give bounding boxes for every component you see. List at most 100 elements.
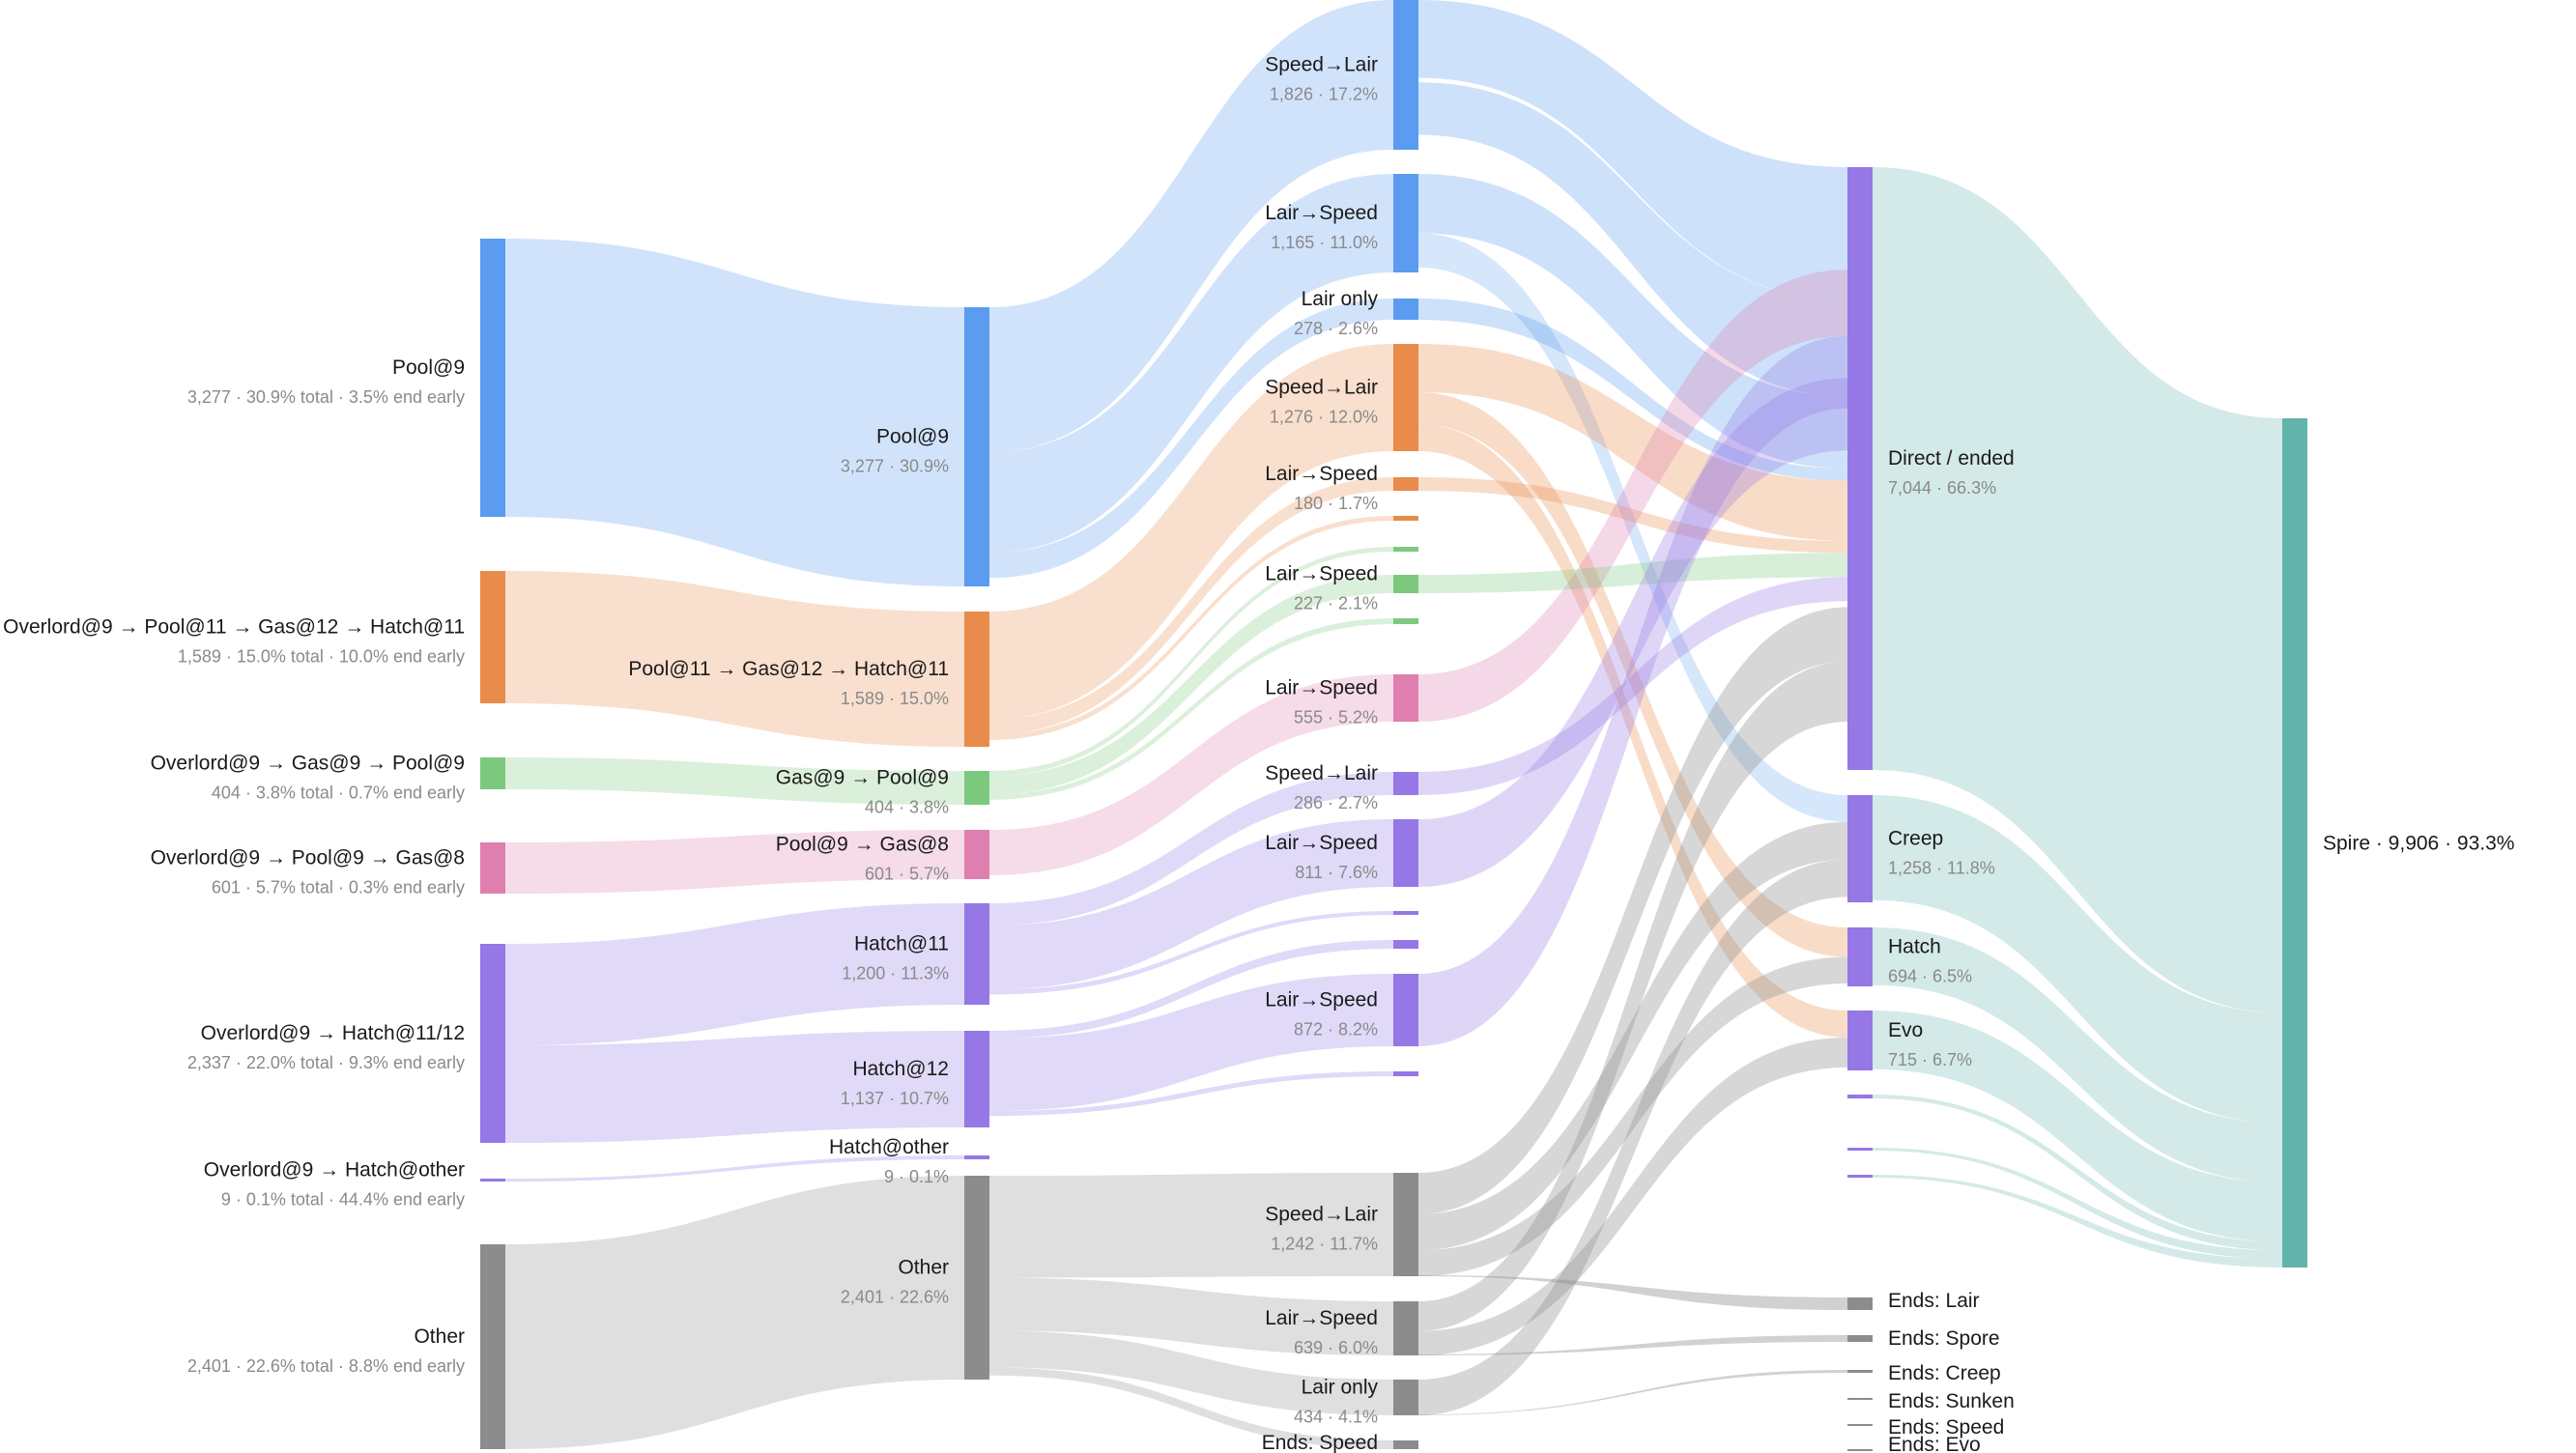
node-label: Ends: Spore [1888,1327,2000,1350]
sankey-link [1873,1148,2282,1260]
sankey-node [1393,477,1418,491]
node-label: Evo [1888,1019,1923,1041]
sankey-node [1393,1173,1418,1276]
sankey-link [989,299,1393,579]
node-label: Other [898,1257,949,1279]
sankey-link [989,618,1393,800]
sankey-link [1873,167,2282,1013]
sankey-node [1847,1175,1873,1178]
sankey-node [1393,1301,1418,1355]
sankey-node [1847,795,1873,902]
sankey-link [1873,1175,2282,1268]
node-label: Hatch@12 [852,1058,949,1080]
sankey-node [1393,299,1418,320]
sankey-labels: Pool@9 3,277 · 30.9% total · 3.5% end ear… [3,54,2514,1453]
sankey-node [1393,516,1418,521]
node-sublabel: 1,589 · 15.0% total · 10.0% end early [178,647,465,667]
node-label: Spire · 9,906 · 93.3% [2323,833,2514,855]
sankey-link [1418,1335,1847,1355]
node-sublabel: 601 · 5.7% total · 0.3% end early [212,878,465,897]
node-label: Ends: Evo [1888,1434,1981,1453]
node-label: Speed→Lair [1265,377,1378,399]
sankey-link [989,940,1393,1039]
sankey-link [1418,378,1847,887]
sankey-link [505,1176,964,1449]
node-sublabel: 434 · 4.1% [1294,1408,1378,1427]
sankey-links [505,0,2282,1449]
sankey-link [1418,1274,1847,1310]
node-sublabel: 1,589 · 15.0% [841,689,949,708]
sankey-link [1418,859,1847,1415]
node-label: Speed→Lair [1265,1204,1378,1226]
node-sublabel: 872 · 8.2% [1294,1020,1378,1040]
node-label: Lair→Speed [1265,989,1378,1011]
node-label: Gas@9 → Pool@9 [776,767,949,789]
node-label: Pool@9 [392,356,465,379]
node-label: Lair only [1302,288,1379,310]
sankey-link [1418,424,1847,1038]
sankey-node [1847,1424,1873,1426]
sankey-node [964,1031,989,1127]
node-sublabel: 1,165 · 11.0% [1271,233,1378,252]
sankey-link [989,575,1393,795]
sankey-node [964,1176,989,1380]
node-label: Overlord@9 → Hatch@11/12 [201,1022,465,1044]
sankey-link [989,1071,1393,1116]
sankey-link [1418,299,1847,481]
node-label: Hatch [1888,936,1941,958]
node-label: Creep [1888,828,1943,850]
sankey-node [1847,1297,1873,1310]
sankey-node [1847,1095,1873,1098]
sankey-node [1393,547,1418,552]
sankey-node [1847,1011,1873,1070]
node-sublabel: 404 · 3.8% total · 0.7% end early [212,783,465,803]
sankey-link [1418,577,1847,795]
node-label: Pool@9 [876,426,949,448]
node-label: Hatch@11 [854,933,949,955]
sankey-link [989,674,1393,875]
sankey-link [1418,82,1847,397]
node-sublabel: 1,200 · 11.3% [842,964,949,983]
sankey-node [1393,1440,1418,1449]
sankey-link [1418,1037,1847,1355]
sankey-node [1393,911,1418,915]
node-sublabel: 1,137 · 10.7% [841,1089,949,1108]
node-sublabel: 1,276 · 12.0% [1270,408,1378,427]
node-sublabel: 2,337 · 22.0% total · 9.3% end early [187,1053,465,1072]
sankey-link [989,174,1393,554]
sankey-node [2282,418,2307,1268]
node-label: Lair→Speed [1265,463,1378,485]
sankey-node [1393,819,1418,887]
node-sublabel: 3,277 · 30.9% total · 3.5% end early [187,387,465,407]
sankey-node [1847,1335,1873,1342]
node-sublabel: 404 · 3.8% [865,798,949,817]
sankey-node [1393,674,1418,722]
node-label: Ends: Lair [1888,1290,1980,1312]
sankey-node [964,307,989,586]
sankey-link [1418,553,1847,593]
sankey-link [989,477,1393,735]
node-sublabel: 9 · 0.1% total · 44.4% end early [221,1190,465,1210]
node-sublabel: 811 · 7.6% [1295,863,1378,882]
sankey-link [1418,956,1847,1276]
sankey-node [1847,1370,1873,1373]
sankey-link [1873,927,2282,1183]
sankey-node [1393,0,1418,150]
sankey-link [505,239,964,586]
node-sublabel: 286 · 2.7% [1294,793,1378,812]
sankey-link [1418,335,1847,1047]
node-sublabel: 278 · 2.6% [1294,319,1378,338]
sankey-node [480,842,505,894]
sankey-link [1873,1095,2282,1251]
sankey-node [1393,1380,1418,1415]
sankey-link [1418,477,1847,554]
node-label: Lair→Speed [1265,563,1378,585]
sankey-node [1847,927,1873,986]
node-label: Lair only [1302,1377,1379,1399]
sankey-link [1418,270,1847,722]
sankey-node [964,903,989,1005]
sankey-link [989,344,1393,720]
sankey-link [989,1173,1393,1278]
sankey-link [989,0,1393,453]
